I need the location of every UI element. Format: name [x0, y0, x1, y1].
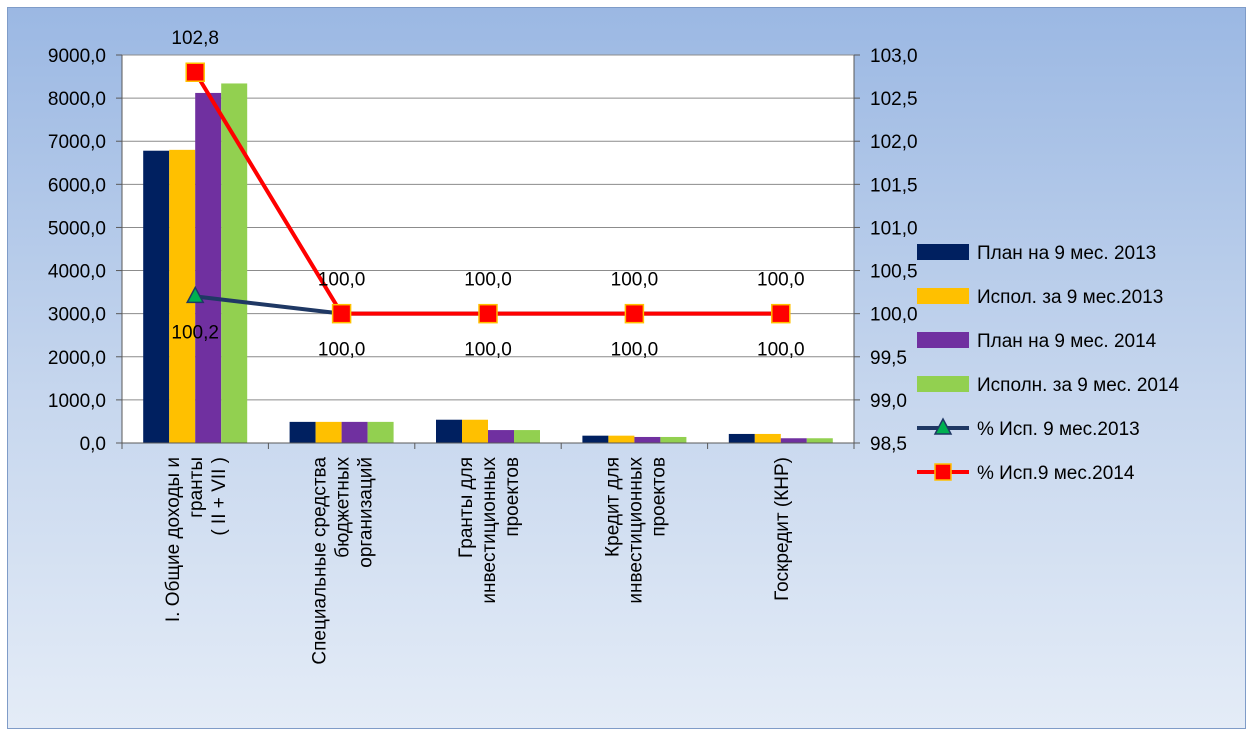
- bar: [341, 421, 368, 443]
- legend-marker: [934, 463, 952, 481]
- bar: [143, 150, 170, 443]
- y-tick-label: 0,0: [80, 434, 106, 455]
- data-label: 102,8: [171, 28, 219, 49]
- data-label: 100,0: [464, 340, 512, 361]
- legend-label: План на 9 мес. 2014: [977, 331, 1157, 352]
- category-label: ( II + VII ): [209, 457, 230, 536]
- category-label: инвестиционных: [625, 457, 646, 604]
- bar: [221, 83, 248, 443]
- data-label: 100,0: [611, 270, 659, 291]
- category-label: Специальные средства: [310, 457, 331, 665]
- chart-svg: 0,0 1000,0 2000,0 3000,0 4000,0 5000,0 6000,0 7…: [7, 7, 1246, 729]
- legend-swatch: [917, 332, 969, 348]
- line-marker: [478, 303, 498, 324]
- legend-marker: [933, 417, 953, 435]
- category-label: бюджетных: [333, 457, 354, 558]
- bar: [195, 92, 222, 443]
- y-tick-label: 4000,0: [48, 262, 106, 283]
- legend-swatch: [917, 376, 969, 392]
- category-label: Кредит для: [602, 457, 623, 557]
- bar: [780, 438, 807, 443]
- data-label: 100,0: [464, 270, 512, 291]
- y2-tick-label: 100,0: [870, 305, 918, 326]
- bar: [462, 419, 488, 443]
- y-tick-label: 7000,0: [48, 132, 106, 153]
- legend-label: % Исп. 9 мес.2013: [977, 419, 1140, 440]
- bar: [728, 433, 755, 443]
- data-label: 100,0: [318, 270, 366, 291]
- line-marker: [771, 303, 791, 324]
- bar: [608, 435, 635, 443]
- category-label: Гранты для: [456, 457, 477, 558]
- legend-swatch: [917, 244, 969, 260]
- y2-tick-label: 103,0: [870, 46, 918, 67]
- line-marker: [185, 62, 205, 82]
- bar: [806, 438, 833, 443]
- data-label: 100,0: [318, 340, 366, 361]
- y-tick-label: 3000,0: [48, 305, 106, 326]
- y2-tick-label: 101,5: [870, 175, 918, 196]
- bar: [634, 436, 661, 443]
- chart-area: 0,0 1000,0 2000,0 3000,0 4000,0 5000,0 6000,0 7…: [7, 7, 1246, 729]
- bar: [582, 435, 609, 443]
- data-label: 100,0: [611, 340, 659, 361]
- bar: [754, 433, 781, 443]
- y2-tick-label: 98,5: [870, 434, 907, 455]
- bar: [436, 419, 462, 443]
- legend-label: Исполн. за 9 мес. 2014: [977, 375, 1180, 396]
- data-label: 100,0: [757, 270, 805, 291]
- category-label: I. Общие доходы и: [163, 457, 184, 622]
- bar: [488, 430, 514, 443]
- y2-tick-label: 102,0: [870, 132, 918, 153]
- y-tick-label: 6000,0: [48, 175, 106, 196]
- category-label: гранты: [186, 457, 207, 518]
- y-tick-label: 1000,0: [48, 391, 106, 412]
- line-marker: [624, 303, 645, 324]
- line-marker: [185, 285, 205, 304]
- line-marker: [331, 303, 352, 324]
- y-tick-label: 5000,0: [48, 218, 106, 239]
- legend-label: Испол. за 9 мес.2013: [977, 287, 1163, 308]
- y2-tick-label: 99,0: [870, 391, 907, 412]
- y2-tick-label: 101,0: [870, 218, 918, 239]
- category-label: Госкредит (КНР): [772, 457, 793, 601]
- bar: [367, 421, 394, 443]
- legend-label: План на 9 мес. 2013: [977, 243, 1156, 264]
- y2-tick-label: 102,5: [870, 89, 918, 110]
- data-label: 100,0: [757, 340, 805, 361]
- y-tick-label: 9000,0: [48, 46, 106, 67]
- legend-swatch: [917, 288, 969, 304]
- bar: [514, 430, 540, 443]
- y2-tick-label: 99,5: [870, 348, 907, 369]
- bar: [315, 421, 342, 443]
- category-label: проектов: [648, 457, 669, 537]
- bar: [660, 436, 687, 443]
- category-label: проектов: [502, 457, 523, 537]
- y-tick-label: 2000,0: [48, 348, 106, 369]
- y2-tick-label: 100,5: [870, 262, 918, 283]
- bar: [289, 421, 316, 443]
- category-label: инвестиционных: [479, 457, 500, 604]
- y-tick-label: 8000,0: [48, 89, 106, 110]
- data-label: 100,2: [171, 322, 219, 343]
- cropped-caption-strip: [0, 0, 1246, 7]
- legend-label: % Исп.9 мес.2014: [977, 463, 1135, 484]
- category-label: организаций: [356, 457, 377, 568]
